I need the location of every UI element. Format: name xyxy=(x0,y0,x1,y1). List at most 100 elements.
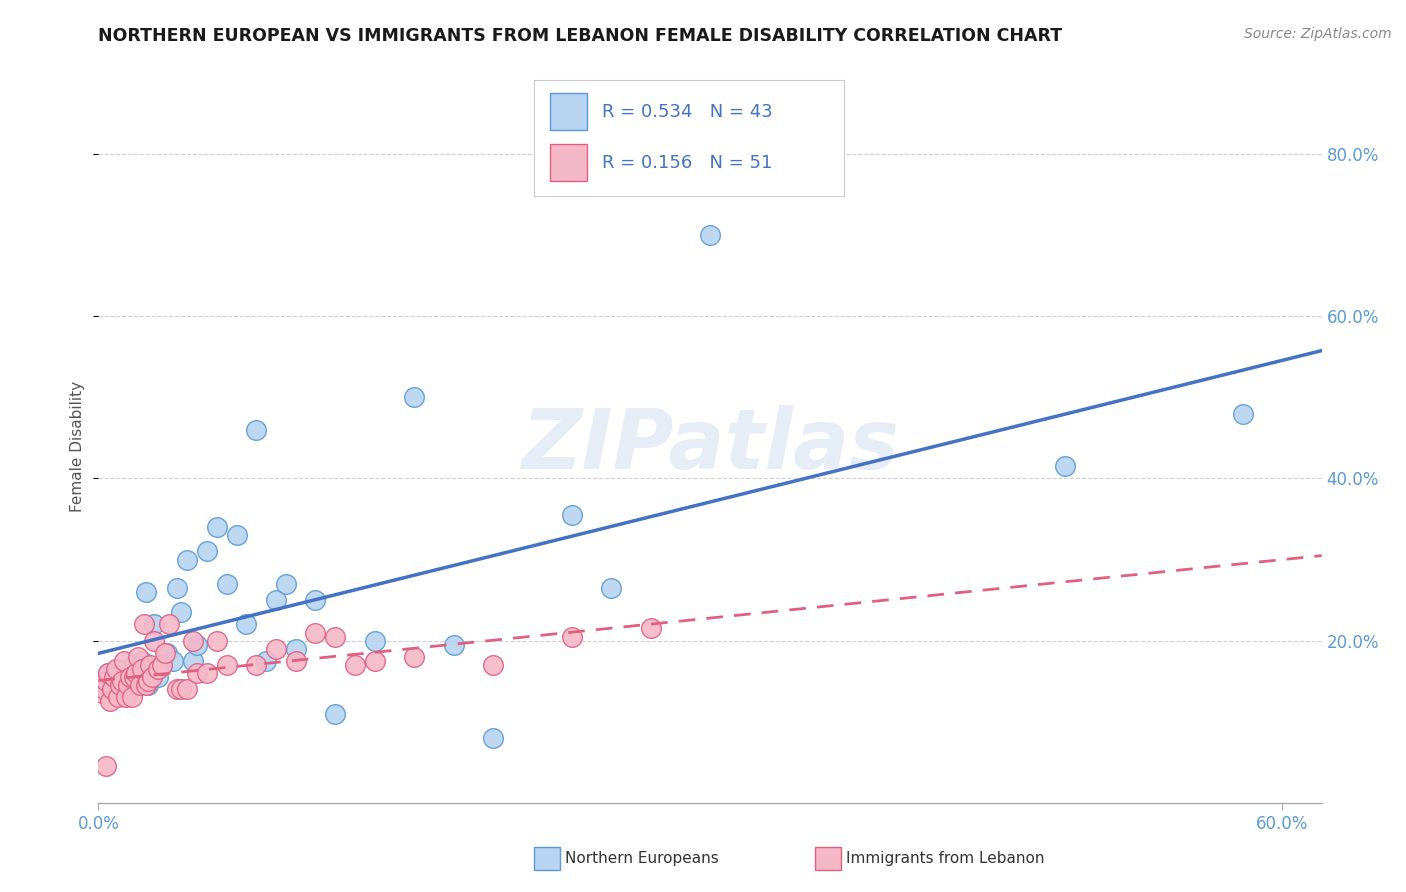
Point xyxy=(363,633,385,648)
Point xyxy=(162,654,184,668)
Text: R = 0.156   N = 51: R = 0.156 N = 51 xyxy=(602,153,773,171)
Point xyxy=(323,630,346,644)
Point xyxy=(111,670,134,684)
Point xyxy=(1232,407,1254,421)
Point xyxy=(117,682,139,697)
Point xyxy=(195,666,218,681)
Text: ZIPatlas: ZIPatlas xyxy=(522,406,898,486)
Bar xyxy=(550,93,586,130)
Point xyxy=(205,633,228,648)
Point xyxy=(166,581,188,595)
Point xyxy=(600,581,623,595)
Point xyxy=(135,678,157,692)
Text: NORTHERN EUROPEAN VS IMMIGRANTS FROM LEBANON FEMALE DISABILITY CORRELATION CHART: NORTHERN EUROPEAN VS IMMIGRANTS FROM LEB… xyxy=(98,27,1063,45)
Point xyxy=(205,520,228,534)
Point xyxy=(150,657,173,672)
Point xyxy=(118,662,141,676)
Point xyxy=(150,657,173,672)
Point xyxy=(118,670,141,684)
Point xyxy=(117,678,139,692)
Text: Immigrants from Lebanon: Immigrants from Lebanon xyxy=(846,852,1045,866)
Point xyxy=(254,654,277,668)
Point xyxy=(245,657,267,672)
Point xyxy=(112,654,135,668)
Point xyxy=(170,682,193,697)
Point xyxy=(323,706,346,721)
Point xyxy=(235,617,257,632)
Point xyxy=(215,657,238,672)
Point xyxy=(225,528,247,542)
Y-axis label: Female Disability: Female Disability xyxy=(70,380,86,512)
Point xyxy=(186,638,208,652)
Point xyxy=(699,228,721,243)
Point xyxy=(138,657,160,672)
Point xyxy=(284,654,307,668)
Point xyxy=(640,622,662,636)
Point xyxy=(108,678,131,692)
Point xyxy=(482,657,505,672)
Point xyxy=(156,646,179,660)
Point xyxy=(215,577,238,591)
Point xyxy=(146,662,169,676)
Point xyxy=(146,670,169,684)
Point xyxy=(122,657,145,672)
Point xyxy=(274,577,297,591)
Bar xyxy=(550,144,586,181)
Point xyxy=(105,662,128,676)
Point xyxy=(138,662,160,676)
Point xyxy=(443,638,465,652)
Point xyxy=(107,690,129,705)
Point xyxy=(155,646,177,660)
Point xyxy=(304,593,326,607)
Point xyxy=(96,759,118,773)
Point xyxy=(404,649,426,664)
Point xyxy=(98,694,121,708)
Point xyxy=(176,682,198,697)
Point xyxy=(176,552,198,566)
Point xyxy=(195,544,218,558)
Text: Northern Europeans: Northern Europeans xyxy=(565,852,718,866)
Point xyxy=(159,617,181,632)
Text: R = 0.534   N = 43: R = 0.534 N = 43 xyxy=(602,103,773,120)
Point xyxy=(264,641,287,656)
Point xyxy=(122,670,145,684)
Point xyxy=(561,508,583,522)
Point xyxy=(125,666,148,681)
Point xyxy=(107,678,129,692)
Point xyxy=(142,617,165,632)
Point xyxy=(304,625,326,640)
Point xyxy=(363,654,385,668)
Point xyxy=(103,670,125,684)
Point xyxy=(343,657,366,672)
Point xyxy=(132,617,155,632)
Point xyxy=(121,690,143,705)
Point xyxy=(561,630,583,644)
Point xyxy=(181,654,204,668)
Point xyxy=(97,666,120,681)
Point xyxy=(115,690,138,705)
Point xyxy=(141,670,163,684)
Point xyxy=(96,674,118,689)
Point xyxy=(404,390,426,404)
Point xyxy=(97,666,120,681)
Point xyxy=(135,585,157,599)
Point xyxy=(482,731,505,745)
Point xyxy=(101,682,124,697)
Point xyxy=(127,670,149,684)
Point xyxy=(128,678,150,692)
Point xyxy=(136,674,159,689)
Point xyxy=(111,674,134,689)
Point xyxy=(1054,459,1077,474)
Point xyxy=(131,662,153,676)
Point xyxy=(142,633,165,648)
Point xyxy=(131,654,153,668)
Point xyxy=(91,686,114,700)
Point xyxy=(93,682,115,697)
Point xyxy=(186,666,208,681)
Point xyxy=(181,633,204,648)
Point xyxy=(284,641,307,656)
Point xyxy=(245,423,267,437)
Point xyxy=(264,593,287,607)
Point xyxy=(166,682,188,697)
Point xyxy=(136,678,159,692)
